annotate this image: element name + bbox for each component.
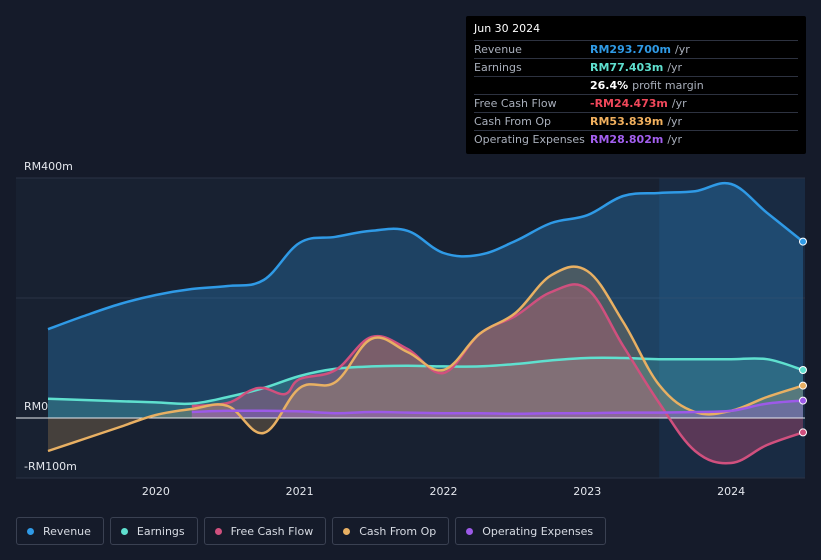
tooltip-value: -RM24.473m (590, 97, 668, 110)
legend-label: Operating Expenses (482, 524, 594, 538)
series-endpoint-cash-from-op[interactable] (799, 381, 807, 390)
tooltip-row: Cash From Op RM53.839m/yr (474, 113, 798, 131)
chart-legend: Revenue Earnings Free Cash Flow Cash From O… (16, 517, 607, 545)
data-tooltip: Jun 30 2024 Revenue RM293.700m/yr Earnings… (466, 16, 806, 154)
tooltip-unit: profit margin (632, 79, 704, 92)
tooltip-label: Operating Expenses (474, 133, 585, 146)
legend-dot-icon (343, 527, 351, 535)
tooltip-row: Earnings RM77.403m/yr (474, 59, 798, 77)
tooltip-unit: /yr (671, 97, 687, 110)
x-tick-label: 2020 (142, 485, 170, 498)
x-tick-label: 2023 (573, 485, 601, 498)
legend-dot-icon (466, 527, 474, 535)
y-tick-label: RM0 (24, 400, 48, 413)
tooltip-date: Jun 30 2024 (474, 22, 798, 41)
tooltip-row: Operating Expenses RM28.802m/yr (474, 131, 798, 148)
tooltip-row: Revenue RM293.700m/yr (474, 41, 798, 59)
tooltip-label (474, 77, 590, 94)
legend-label: Free Cash Flow (230, 524, 314, 538)
legend-item-operating-expenses[interactable]: Operating Expenses (455, 517, 607, 545)
legend-item-free-cash-flow[interactable]: Free Cash Flow (203, 517, 327, 545)
highlight-band (659, 178, 805, 478)
tooltip-row: 26.4% profit margin (474, 77, 798, 95)
series-area-earnings (48, 357, 803, 418)
legend-label: Cash From Op (359, 524, 437, 538)
legend-dot-icon (120, 527, 128, 535)
legend-label: Revenue (43, 524, 91, 538)
y-tick-label: RM400m (24, 160, 73, 173)
tooltip-label: Cash From Op (474, 115, 552, 128)
tooltip-row: Free Cash Flow -RM24.473m/yr (474, 95, 798, 113)
series-line-cash-from-op (47, 265, 804, 453)
x-tick-label: 2021 (286, 485, 314, 498)
series-line-operating-expenses (191, 399, 804, 416)
legend-item-cash-from-op[interactable]: Cash From Op (332, 517, 450, 545)
tooltip-label: Free Cash Flow (474, 97, 557, 110)
tooltip-unit: /yr (667, 115, 683, 128)
series-endpoint-earnings[interactable] (799, 366, 807, 374)
legend-item-revenue[interactable]: Revenue (16, 517, 104, 545)
x-tick-label: 2022 (429, 485, 457, 498)
series-area-revenue (48, 183, 803, 418)
tooltip-label: Revenue (474, 43, 522, 56)
legend-dot-icon (27, 527, 34, 535)
tooltip-value: RM28.802m (590, 133, 664, 146)
x-tick-label: 2024 (717, 485, 745, 498)
tooltip-value: RM53.839m (590, 115, 664, 128)
series-line-revenue (47, 181, 804, 331)
series-area-free-cash-flow (191, 284, 804, 464)
tooltip-label: Earnings (474, 61, 522, 74)
tooltip-unit: /yr (674, 43, 690, 56)
series-area-cash-from-op (48, 266, 803, 451)
tooltip-unit: /yr (667, 61, 683, 74)
tooltip-unit: /yr (667, 133, 683, 146)
series-endpoint-operating-expenses[interactable] (799, 396, 807, 405)
series-endpoint-free-cash-flow[interactable] (799, 428, 807, 437)
legend-label: Earnings (136, 524, 185, 538)
y-tick-label: -RM100m (24, 460, 77, 473)
legend-dot-icon (214, 527, 222, 535)
tooltip-value: 26.4% (590, 79, 629, 92)
series-endpoint-revenue[interactable] (799, 237, 807, 246)
tooltip-value: RM293.700m (590, 43, 671, 56)
tooltip-value: RM77.403m (590, 61, 664, 74)
legend-item-earnings[interactable]: Earnings (109, 517, 198, 545)
